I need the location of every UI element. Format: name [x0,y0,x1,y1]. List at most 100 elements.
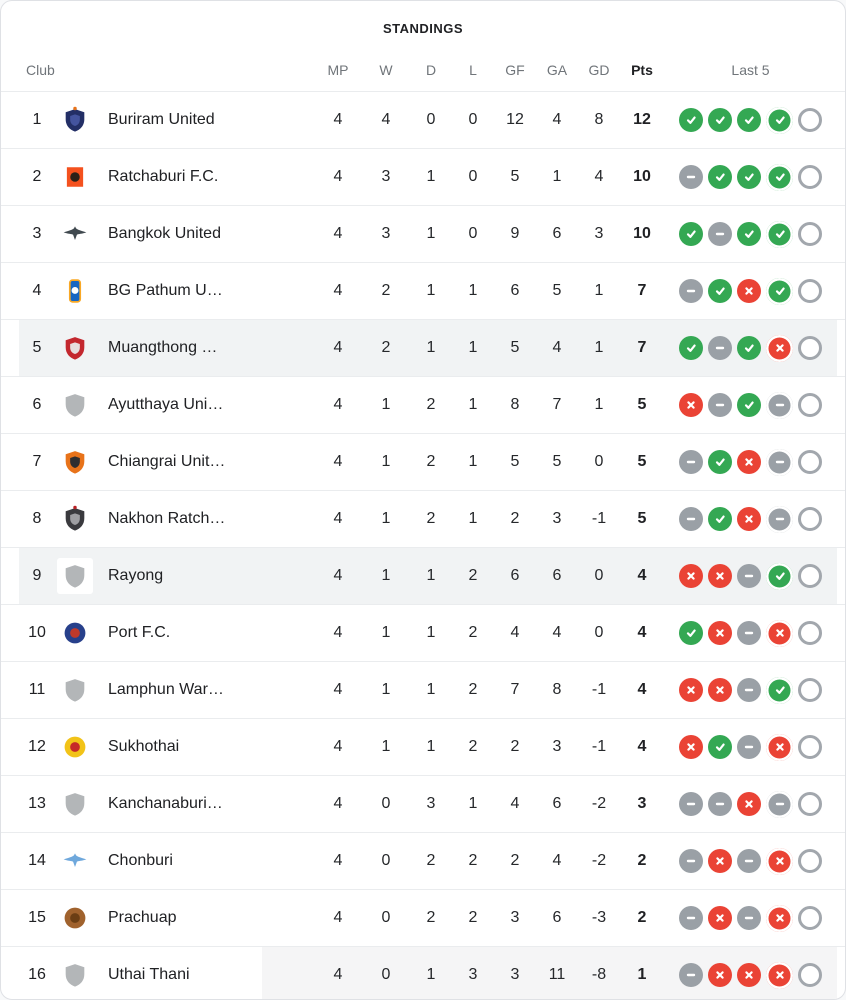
win-icon[interactable] [708,108,732,132]
table-row[interactable]: 11 Lamphun War… 4 1 1 2 7 8 -1 4 [1,661,845,718]
draw-icon[interactable] [708,393,732,417]
loss-icon-recent[interactable] [766,619,793,647]
draw-icon-recent[interactable] [766,391,793,419]
win-icon[interactable] [708,735,732,759]
loss-icon[interactable] [708,678,732,702]
loss-icon[interactable] [708,621,732,645]
draw-icon-recent[interactable] [766,505,793,533]
win-icon[interactable] [737,336,761,360]
win-icon[interactable] [708,165,732,189]
table-row[interactable]: 16 Uthai Thani 4 0 1 3 3 11 -8 1 [1,946,845,999]
loss-icon[interactable] [679,678,703,702]
loss-icon[interactable] [737,507,761,531]
win-icon[interactable] [737,108,761,132]
win-icon[interactable] [679,621,703,645]
upcoming-icon[interactable] [798,336,822,360]
table-row[interactable]: 7 Chiangrai Unit… 4 1 2 1 5 5 0 5 [1,433,845,490]
loss-icon-recent[interactable] [766,334,793,362]
win-icon[interactable] [708,450,732,474]
win-icon-recent[interactable] [766,562,793,590]
win-icon-recent[interactable] [766,163,793,191]
table-row[interactable]: 2 Ratchaburi F.C. 4 3 1 0 5 1 4 10 [1,148,845,205]
draw-icon[interactable] [737,849,761,873]
table-row[interactable]: 8 Nakhon Ratch… 4 1 2 1 2 3 -1 5 [1,490,845,547]
loss-icon[interactable] [708,849,732,873]
loss-icon-recent[interactable] [766,733,793,761]
draw-icon[interactable] [708,336,732,360]
loss-icon-recent[interactable] [766,904,793,932]
draw-icon[interactable] [679,165,703,189]
loss-icon[interactable] [737,792,761,816]
table-row[interactable]: 13 Kanchanaburi… 4 0 3 1 4 6 -2 3 [1,775,845,832]
draw-icon[interactable] [679,792,703,816]
win-icon-recent[interactable] [766,220,793,248]
upcoming-icon[interactable] [798,792,822,816]
table-row[interactable]: 12 Sukhothai 4 1 1 2 2 3 -1 4 [1,718,845,775]
draw-icon-recent[interactable] [766,448,793,476]
draw-icon[interactable] [737,564,761,588]
table-row[interactable]: 6 Ayutthaya Uni… 4 1 2 1 8 7 1 5 [1,376,845,433]
draw-icon[interactable] [679,906,703,930]
upcoming-icon[interactable] [798,108,822,132]
draw-icon[interactable] [708,792,732,816]
draw-icon[interactable] [737,735,761,759]
draw-icon[interactable] [679,849,703,873]
win-icon[interactable] [737,165,761,189]
loss-icon[interactable] [737,279,761,303]
stat-gf: 5 [510,168,520,185]
table-row[interactable]: 5 Muangthong … 4 2 1 1 5 4 1 7 [1,319,845,376]
upcoming-icon[interactable] [798,393,822,417]
upcoming-icon[interactable] [798,735,822,759]
upcoming-icon[interactable] [798,222,822,246]
draw-icon-recent[interactable] [766,790,793,818]
loss-icon-recent[interactable] [766,847,793,875]
loss-icon[interactable] [679,735,703,759]
draw-icon[interactable] [679,963,703,987]
upcoming-icon[interactable] [798,507,822,531]
table-row[interactable]: 15 Prachuap 4 0 2 2 3 6 -3 2 [1,889,845,946]
loss-icon-recent[interactable] [766,961,793,989]
loss-icon[interactable] [708,564,732,588]
win-icon[interactable] [679,222,703,246]
draw-icon[interactable] [708,222,732,246]
win-icon-recent[interactable] [766,277,793,305]
draw-icon[interactable] [679,279,703,303]
upcoming-icon[interactable] [798,678,822,702]
draw-icon[interactable] [679,507,703,531]
win-icon-recent[interactable] [766,106,793,134]
win-icon[interactable] [737,393,761,417]
upcoming-icon[interactable] [798,849,822,873]
table-row[interactable]: 14 Chonburi 4 0 2 2 2 4 -2 2 [1,832,845,889]
upcoming-icon[interactable] [798,450,822,474]
loss-icon[interactable] [708,963,732,987]
upcoming-icon[interactable] [798,165,822,189]
stat-gd: -2 [591,795,607,812]
stat-d: 1 [426,567,436,584]
table-row[interactable]: 1 Buriram United 4 4 0 0 12 4 8 12 [1,91,845,148]
upcoming-icon[interactable] [798,279,822,303]
upcoming-icon[interactable] [798,621,822,645]
upcoming-icon[interactable] [798,906,822,930]
loss-icon[interactable] [679,564,703,588]
win-icon[interactable] [737,222,761,246]
win-icon[interactable] [679,336,703,360]
table-row[interactable]: 9 Rayong 4 1 1 2 6 6 0 4 [1,547,845,604]
upcoming-icon[interactable] [798,564,822,588]
win-icon[interactable] [708,279,732,303]
table-row[interactable]: 3 Bangkok United 4 3 1 0 9 6 3 10 [1,205,845,262]
draw-icon[interactable] [737,906,761,930]
loss-icon[interactable] [708,906,732,930]
upcoming-icon[interactable] [798,963,822,987]
loss-icon[interactable] [737,963,761,987]
table-row[interactable]: 4 BG Pathum U… 4 2 1 1 6 5 1 7 [1,262,845,319]
win-icon-recent[interactable] [766,676,793,704]
loss-icon[interactable] [737,450,761,474]
win-icon[interactable] [708,507,732,531]
draw-icon[interactable] [679,450,703,474]
draw-icon[interactable] [737,621,761,645]
loss-icon[interactable] [679,393,703,417]
win-icon[interactable] [679,108,703,132]
stat-w: 1 [381,624,391,641]
table-row[interactable]: 10 Port F.C. 4 1 1 2 4 4 0 4 [1,604,845,661]
draw-icon[interactable] [737,678,761,702]
